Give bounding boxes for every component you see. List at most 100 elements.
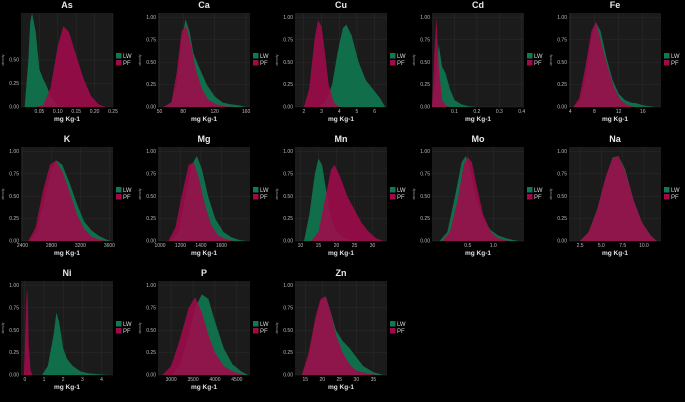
density-panel-cd: Cd 0.00 0.25 0.50 0.75 1.00 0.1 0.2 0.3 0.4 mg Kg-…: [411, 0, 548, 134]
chart-title: Zn: [336, 268, 347, 278]
density-area-pf: [573, 21, 634, 108]
legend-label-lw: LW: [534, 54, 543, 60]
y-axis-label: density: [1, 54, 5, 65]
x-tick-label: 3000: [166, 377, 177, 383]
x-tick-label: 0.5: [464, 243, 471, 249]
y-tick-label: 1.00: [283, 283, 293, 289]
y-tick-label: 1.00: [283, 15, 293, 21]
chart-title: Na: [609, 134, 621, 144]
x-tick-label: 20: [319, 377, 325, 383]
chart-title: Fe: [610, 0, 621, 10]
x-axis-label: mg Kg-1: [328, 116, 354, 123]
y-tick-label: 0.00: [557, 105, 567, 111]
y-tick-label: 1.00: [146, 149, 156, 155]
y-tick-label: 1.00: [420, 15, 430, 21]
y-tick-label: 0.25: [146, 350, 156, 356]
x-tick-label: 50: [157, 109, 163, 115]
legend-key-pf: [390, 328, 396, 334]
x-tick-label: 3: [320, 109, 323, 115]
legend-label-lw: LW: [671, 54, 680, 60]
legend-label-pf: PF: [123, 329, 131, 335]
x-tick-label: 0.25: [108, 109, 118, 115]
x-tick-label: 120: [210, 109, 219, 115]
y-tick-label: 0.25: [146, 82, 156, 88]
y-tick-label: 0.75: [420, 171, 430, 177]
legend-key-lw: [664, 187, 670, 193]
y-tick-label: 0.75: [146, 305, 156, 311]
y-tick-label: 0.00: [283, 239, 293, 245]
density-chart-svg: Cd 0.00 0.25 0.50 0.75 1.00 0.1 0.2 0.3 0.4 mg Kg-…: [412, 0, 543, 123]
y-tick-label: 1.00: [146, 283, 156, 289]
legend-label-lw: LW: [534, 188, 543, 194]
x-tick-label: 1.0: [490, 243, 497, 249]
y-tick-label: 0.50: [9, 58, 19, 64]
density-chart-svg: As 0.00 0.25 0.50 0.05 0.10 0.15 0.20 0.25 mg Kg-…: [1, 0, 132, 123]
density-area-pf: [442, 156, 509, 241]
legend-label-lw: LW: [397, 54, 406, 60]
density-area-pf: [580, 155, 657, 241]
y-axis-label: density: [275, 54, 279, 65]
x-tick-label: 2.5: [577, 243, 584, 249]
y-tick-label: 0.25: [420, 82, 430, 88]
chart-title: Mn: [335, 134, 348, 144]
density-area-pf: [168, 162, 234, 241]
y-tick-label: 0.75: [283, 305, 293, 311]
x-axis-label: mg Kg-1: [191, 384, 217, 391]
x-tick-label: 3: [81, 377, 84, 383]
density-chart-svg: Mn 0.00 0.25 0.50 0.75 1.00 10 15 20 25 30 mg Kg-1 d…: [275, 134, 406, 257]
y-tick-label: 0.75: [283, 37, 293, 43]
density-area-pf: [303, 20, 340, 107]
x-tick-label: 5: [356, 109, 359, 115]
density-chart-svg: Zn 0.00 0.25 0.50 0.75 1.00 15 20 25 30 35 mg Kg-1 d…: [275, 268, 406, 391]
y-tick-label: 0.00: [557, 239, 567, 245]
density-chart-svg: Ni 0.00 0.25 0.50 0.75 1.00 0 1 2 3 4 mg Kg-1 densit…: [1, 268, 132, 391]
y-tick-label: 0.00: [283, 373, 293, 379]
density-panel-fe: Fe 0.00 0.25 0.50 0.75 1.00 4 8 12 16 mg Kg-1 densi…: [548, 0, 685, 134]
y-tick-label: 0.25: [283, 216, 293, 222]
y-axis-label: density: [412, 54, 416, 65]
legend-key-lw: [390, 187, 396, 193]
x-tick-label: 0.15: [71, 109, 81, 115]
y-axis-label: density: [549, 54, 553, 65]
legend-key-pf: [116, 60, 122, 66]
y-axis-label: density: [138, 188, 142, 199]
density-area-lw: [24, 13, 66, 107]
density-chart-svg: Na 0.00 0.25 0.50 0.75 1.00 2.5 5.0 7.5 10.0 mg Kg…: [549, 134, 680, 257]
density-panel-ca: Ca 0.00 0.25 0.50 0.75 1.00 50 80 120 160 mg Kg-1 d…: [137, 0, 274, 134]
y-tick-label: 1.00: [557, 15, 567, 21]
legend-label-lw: LW: [397, 188, 406, 194]
y-tick-label: 0.25: [9, 350, 19, 356]
y-tick-label: 0.50: [557, 194, 567, 200]
x-tick-label: 15: [316, 243, 322, 249]
y-tick-label: 0.25: [9, 216, 19, 222]
y-axis-label: density: [549, 188, 553, 199]
x-tick-label: 5.0: [598, 243, 605, 249]
density-chart-svg: P 0.00 0.25 0.50 0.75 1.00 3000 3500 4000 4500 mg …: [138, 268, 269, 391]
density-panel-mo: Mo 0.00 0.25 0.50 0.75 1.00 0.5 1.0 mg Kg-1 densi…: [411, 134, 548, 268]
x-tick-label: 25: [352, 243, 358, 249]
density-area-lw: [42, 312, 108, 375]
y-axis-label: density: [412, 188, 416, 199]
x-tick-label: 0: [23, 377, 26, 383]
legend-label-pf: PF: [397, 61, 405, 67]
y-tick-label: 0.75: [557, 171, 567, 177]
y-tick-label: 0.00: [283, 105, 293, 111]
y-tick-label: 0.00: [9, 239, 19, 245]
y-tick-label: 0.25: [557, 82, 567, 88]
density-chart-svg: Fe 0.00 0.25 0.50 0.75 1.00 4 8 12 16 mg Kg-1 densi…: [549, 0, 680, 123]
chart-title: P: [201, 268, 207, 278]
y-tick-label: 0.00: [9, 105, 19, 111]
x-axis-label: mg Kg-1: [328, 384, 354, 391]
legend-key-pf: [664, 194, 670, 200]
x-tick-label: 12: [616, 109, 622, 115]
legend-label-pf: PF: [397, 195, 405, 201]
legend-key-pf: [527, 60, 533, 66]
x-tick-label: 1200: [175, 243, 186, 249]
density-panel-na: Na 0.00 0.25 0.50 0.75 1.00 2.5 5.0 7.5 10.0 mg Kg…: [548, 134, 685, 268]
density-chart-svg: Ca 0.00 0.25 0.50 0.75 1.00 50 80 120 160 mg Kg-1 d…: [138, 0, 269, 123]
density-area-lw: [304, 158, 359, 241]
density-panel-p: P 0.00 0.25 0.50 0.75 1.00 3000 3500 4000 4500 mg …: [137, 268, 274, 402]
legend-label-pf: PF: [397, 329, 405, 335]
x-tick-label: 3200: [75, 243, 86, 249]
legend-key-lw: [527, 53, 533, 59]
